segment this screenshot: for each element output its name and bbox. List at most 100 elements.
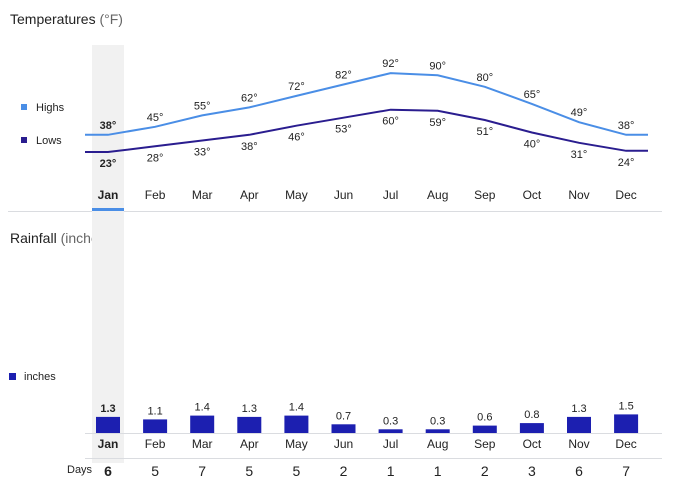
rain-value-sep: 0.6	[477, 412, 492, 424]
legend-lows-label: Lows	[36, 135, 62, 147]
temp-month-aug: Aug	[427, 188, 448, 202]
temperatures-title: Temperatures (°F)	[10, 11, 123, 27]
selected-month-underline	[92, 208, 124, 211]
days-mar: 7	[198, 463, 206, 479]
highs-label-jul: 92°	[382, 58, 399, 70]
rain-value-jul: 0.3	[383, 415, 398, 427]
rain-bar-apr	[237, 416, 262, 433]
lows-label-jan: 23°	[100, 158, 117, 170]
rain-value-dec: 1.5	[618, 400, 633, 412]
legend-inches-label: inches	[24, 371, 56, 383]
lows-label-oct: 40°	[524, 139, 541, 151]
rain-value-aug: 0.3	[430, 415, 445, 427]
highs-label-may: 72°	[288, 81, 305, 93]
highs-series-line	[85, 72, 648, 136]
highs-label-sep: 80°	[476, 72, 493, 84]
temperature-month-labels: Jan Feb Mar Apr May Jun Jul Aug Sep Oct Nov Dec	[98, 188, 637, 202]
rain-month-jan: Jan	[98, 437, 119, 451]
temp-month-apr: Apr	[240, 188, 259, 202]
lows-label-dec: 24°	[618, 157, 635, 169]
temperatures-title-text: Temperatures	[10, 11, 96, 27]
rain-bar-oct	[519, 423, 544, 433]
legend-inches-swatch	[9, 373, 16, 380]
days-nov: 6	[575, 463, 583, 479]
lows-label-may: 46°	[288, 132, 305, 144]
days-sep: 2	[481, 463, 489, 479]
lows-label-nov: 31°	[571, 149, 588, 161]
days-jul: 1	[387, 463, 395, 479]
legend-highs-label: Highs	[36, 102, 65, 114]
rainfall-bars	[96, 414, 639, 433]
temp-month-may: May	[285, 188, 308, 202]
selected-month-highlight	[92, 45, 124, 463]
rain-bar-sep	[472, 425, 497, 433]
rain-month-oct: Oct	[523, 437, 542, 451]
highs-label-aug: 90°	[429, 60, 446, 72]
rain-value-mar: 1.4	[195, 402, 210, 414]
rain-value-jun: 0.7	[336, 410, 351, 422]
temperature-value-labels: 38° 23° 45° 28° 55° 33° 62° 38° 72° 46° 82° 53° 92° 6…	[100, 58, 635, 170]
rain-bar-jan	[96, 416, 120, 433]
rain-bar-dec	[614, 414, 639, 433]
rain-value-jan: 1.3	[100, 403, 115, 415]
rain-value-apr: 1.3	[242, 403, 257, 415]
days-row-title: Days	[67, 464, 93, 476]
rainfall-month-labels: Jan Feb Mar Apr May Jun Jul Aug Sep Oct Nov Dec	[98, 437, 637, 451]
days-dec: 7	[622, 463, 630, 479]
rain-bar-mar	[190, 415, 215, 433]
highs-label-nov: 49°	[571, 107, 588, 119]
rain-bar-aug	[425, 429, 450, 433]
rainfall-title-text: Rainfall	[10, 230, 57, 246]
rain-month-aug: Aug	[427, 437, 448, 451]
highs-label-oct: 65°	[524, 89, 541, 101]
lows-series-line	[85, 108, 648, 153]
rain-month-mar: Mar	[192, 437, 213, 451]
rain-bar-feb	[143, 419, 168, 433]
lows-label-jul: 60°	[382, 116, 399, 128]
rain-value-oct: 0.8	[524, 409, 539, 421]
rain-month-may: May	[285, 437, 308, 451]
temp-month-mar: Mar	[192, 188, 213, 202]
lows-label-apr: 38°	[241, 141, 258, 153]
rain-value-feb: 1.1	[147, 405, 162, 417]
legend-highs-swatch	[21, 104, 27, 110]
rain-month-nov: Nov	[568, 437, 589, 451]
rain-value-nov: 1.3	[571, 403, 586, 415]
temp-month-dec: Dec	[615, 188, 636, 202]
days-jan: 6	[104, 463, 112, 479]
rain-month-jun: Jun	[334, 437, 353, 451]
highs-label-jun: 82°	[335, 70, 352, 82]
lows-label-jun: 53°	[335, 124, 352, 136]
days-jun: 2	[340, 463, 348, 479]
highs-label-apr: 62°	[241, 92, 258, 104]
days-oct: 3	[528, 463, 536, 479]
temp-month-nov: Nov	[568, 188, 589, 202]
rain-month-sep: Sep	[474, 437, 496, 451]
temp-month-feb: Feb	[145, 188, 166, 202]
days-aug: 1	[434, 463, 442, 479]
temp-month-jul: Jul	[383, 188, 398, 202]
highs-label-feb: 45°	[147, 112, 164, 124]
temperatures-divider	[8, 211, 662, 212]
days-apr: 5	[245, 463, 253, 479]
temperatures-unit: (°F)	[99, 11, 123, 27]
highs-label-dec: 38°	[618, 120, 635, 132]
lows-label-sep: 51°	[476, 126, 493, 138]
rain-value-may: 1.4	[289, 402, 304, 414]
rain-month-feb: Feb	[145, 437, 166, 451]
temp-month-jun: Jun	[334, 188, 353, 202]
highs-label-jan: 38°	[100, 120, 117, 132]
rain-month-dec: Dec	[615, 437, 636, 451]
rain-month-apr: Apr	[240, 437, 259, 451]
lows-label-feb: 28°	[147, 152, 164, 164]
highs-label-mar: 55°	[194, 100, 211, 112]
temp-month-jan: Jan	[98, 188, 119, 202]
rain-bar-may	[284, 415, 309, 433]
rainy-days-values: 6 5 7 5 5 2 1 1 2 3 6 7	[104, 463, 630, 479]
legend-lows-swatch	[21, 137, 27, 143]
rainfall-value-labels: 1.3 1.1 1.4 1.3 1.4 0.7 0.3 0.3 0.6 0.8 1.3 1.5	[100, 400, 633, 427]
temp-month-oct: Oct	[523, 188, 542, 202]
rain-bar-jul	[378, 429, 403, 433]
days-feb: 5	[151, 463, 159, 479]
